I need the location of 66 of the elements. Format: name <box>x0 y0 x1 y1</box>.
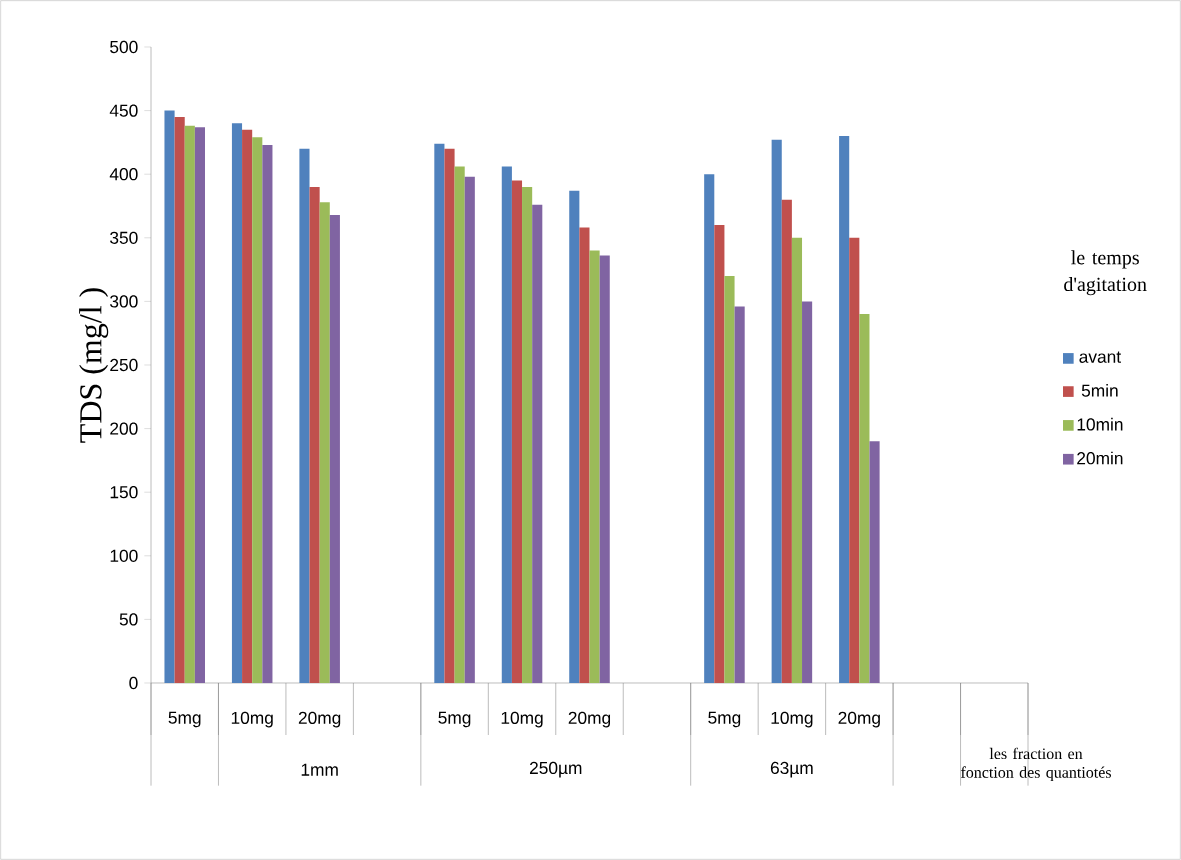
bar <box>849 237 860 683</box>
bar <box>242 129 253 683</box>
bar <box>781 199 792 683</box>
bar <box>724 275 735 683</box>
bar <box>184 125 195 683</box>
bar <box>252 137 263 683</box>
x-tick-label: 5mg <box>168 711 201 728</box>
x-tick-label: 5mg <box>708 711 741 728</box>
x-tick-label: 20mg <box>298 711 341 728</box>
text: les fraction en fonction des quantiotés <box>960 747 1111 782</box>
bar <box>319 202 330 683</box>
legend-label: 5min <box>1081 383 1118 397</box>
y-tick-label: 100 <box>110 549 138 562</box>
y-tick-label: 400 <box>109 168 138 181</box>
bar <box>231 123 243 683</box>
bar <box>299 148 310 683</box>
bar <box>444 148 455 683</box>
x-tick-label: 20mg <box>838 711 880 728</box>
bar <box>434 143 445 683</box>
bar <box>859 314 870 683</box>
text: 1mm <box>301 763 338 776</box>
text: 250µm <box>529 761 582 778</box>
legend-title: le temps d'agitation <box>1064 250 1147 296</box>
legend-label: avant <box>1079 351 1121 363</box>
x-tick-label: 10mg <box>231 711 273 728</box>
bar <box>802 301 813 683</box>
y-tick-label: 300 <box>110 295 138 308</box>
x-tick-label: 5mg <box>438 711 471 728</box>
bar <box>714 225 725 683</box>
bar <box>589 250 600 683</box>
y-tick-label: 150 <box>110 486 138 499</box>
x-tick-label: 10mg <box>501 711 543 728</box>
bar <box>839 136 850 683</box>
bar <box>599 255 610 683</box>
bar <box>174 116 185 683</box>
bar <box>329 214 340 683</box>
bar <box>579 227 590 683</box>
x-tick-label: 20mg <box>568 711 611 728</box>
y-tick-label: 350 <box>110 231 138 244</box>
bar <box>164 110 175 683</box>
bar <box>262 144 273 683</box>
y-tick-label: 500 <box>110 40 138 54</box>
bar <box>522 186 533 683</box>
bar <box>734 306 745 683</box>
bar <box>704 174 715 683</box>
bar <box>869 441 880 683</box>
y-tick-label: 0 <box>129 676 138 690</box>
legend-label: 20min <box>1077 451 1123 465</box>
bar <box>569 190 580 683</box>
text: 63µm <box>770 761 813 778</box>
bar <box>309 186 320 683</box>
bar <box>532 204 543 683</box>
y-tick-label: 450 <box>109 104 138 117</box>
bar <box>464 176 475 683</box>
bar <box>791 237 803 683</box>
bar <box>511 180 523 683</box>
bar <box>501 166 512 683</box>
bar <box>194 127 205 683</box>
bar <box>771 139 782 683</box>
bar <box>454 166 465 683</box>
y-tick-label: 50 <box>119 613 138 626</box>
x-tick-label: 10mg <box>771 711 813 728</box>
y-tick-label: 200 <box>110 422 138 435</box>
y-axis-title: TDS (mg/l ) <box>79 288 109 443</box>
legend-label: 10min <box>1077 417 1123 431</box>
y-tick-label: 250 <box>110 358 138 372</box>
